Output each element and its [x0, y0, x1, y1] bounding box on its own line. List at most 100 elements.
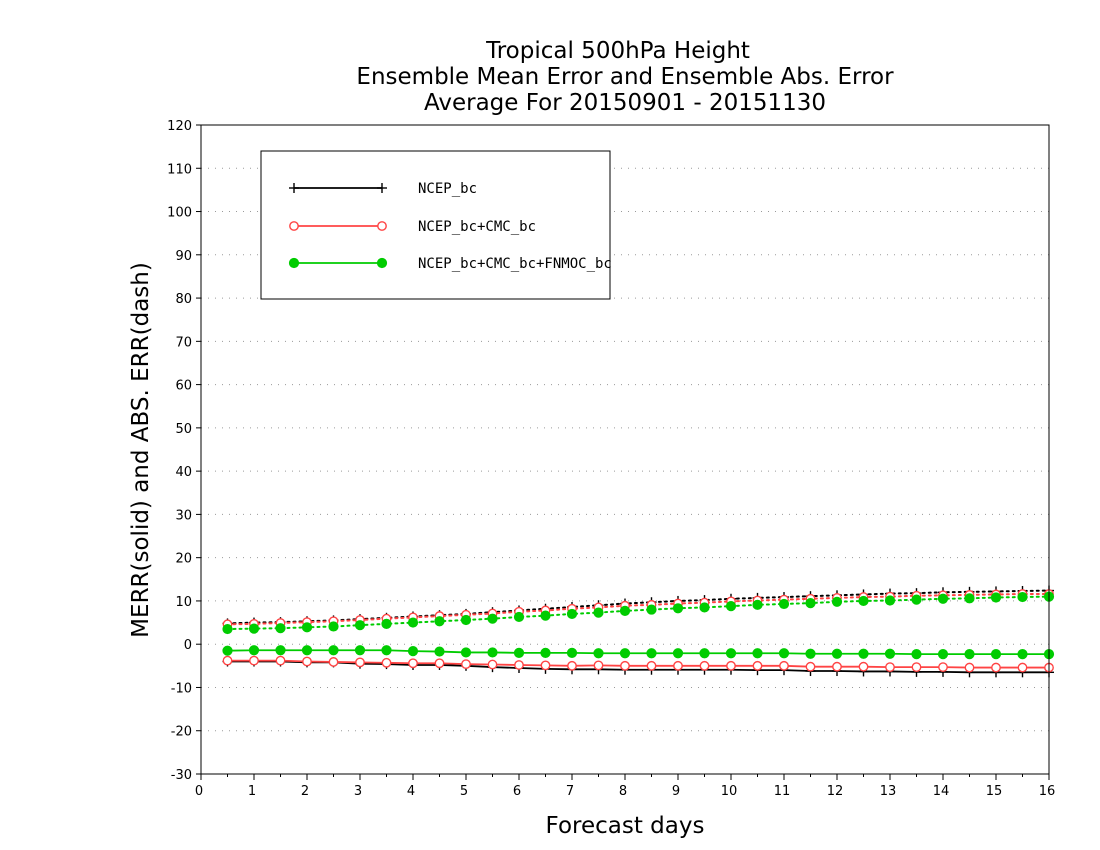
- abs-error-line: [226, 593, 1050, 626]
- legend-label: NCEP_bc+CMC_bc+FNMOC_bc: [418, 256, 612, 272]
- mean-error-point: [593, 660, 604, 671]
- mean-error-point: [328, 657, 339, 667]
- mean-error-point: [381, 657, 392, 668]
- abs-error-point: [646, 604, 657, 615]
- mean-error-point: [381, 645, 392, 656]
- y-tick-label: 80: [175, 292, 192, 307]
- x-tick-label: 0: [195, 784, 203, 799]
- x-axis-label: Forecast days: [546, 813, 705, 839]
- abs-error-point: [937, 593, 949, 604]
- legend-label: NCEP_bc+CMC_bc: [418, 219, 536, 235]
- mean-error-point: [567, 660, 577, 671]
- abs-error-point: [752, 599, 763, 610]
- mean-error-point: [513, 647, 525, 658]
- y-tick-label: 60: [175, 379, 192, 394]
- legend-marker: [377, 221, 387, 231]
- abs-error-point: [301, 622, 313, 633]
- x-tick-label: 10: [721, 784, 738, 799]
- mean-error-point: [434, 658, 445, 669]
- mean-error-point: [752, 648, 763, 659]
- abs-error-point: [831, 596, 843, 607]
- abs-error-point: [911, 594, 922, 605]
- legend-label: NCEP_bc: [418, 181, 477, 197]
- mean-error-point: [1017, 662, 1028, 673]
- mean-error-point: [302, 656, 312, 667]
- mean-error-point: [434, 646, 445, 657]
- mean-error-point: [964, 662, 975, 673]
- mean-error-point: [275, 645, 286, 656]
- abs-error-point: [725, 601, 737, 612]
- mean-error-point: [964, 649, 975, 660]
- legend: NCEP_bc NCEP_bc+CMC_bc NCEP_bc+CMC_bc+FNMO…: [260, 150, 612, 300]
- chart-title-line-3: Average For 20150901 - 20151130: [424, 90, 826, 116]
- mean-error-point: [752, 660, 763, 671]
- y-tick-label: 100: [167, 206, 192, 221]
- abs-error-point: [222, 623, 233, 635]
- y-tick-label: 40: [175, 465, 192, 480]
- chart-title-line-1: Tropical 500hPa Height: [485, 38, 750, 64]
- abs-error-point: [275, 623, 286, 634]
- mean-error-point: [646, 660, 657, 671]
- x-tick-label: 12: [827, 784, 844, 799]
- abs-error-point: [672, 603, 684, 614]
- legend-marker: [377, 183, 387, 193]
- mean-error-point: [858, 648, 869, 659]
- x-tick-label: 5: [460, 784, 468, 799]
- mean-error-point: [222, 655, 233, 666]
- mean-error-point: [991, 662, 1001, 673]
- abs-error-point: [381, 618, 392, 629]
- abs-error-point: [805, 597, 816, 609]
- mean-error-point: [222, 645, 233, 656]
- mean-error-point: [248, 645, 260, 656]
- mean-error-line: [227, 649, 1049, 656]
- x-axis: 0 1 2 3 4 5 6 7 8 9 10 11 12 13 14 15 16: [195, 774, 1055, 799]
- mean-error-point: [301, 645, 313, 656]
- x-tick-label: 14: [933, 784, 950, 799]
- abs-error-point: [990, 592, 1002, 603]
- abs-error-point: [699, 602, 710, 613]
- abs-error-point: [566, 608, 578, 620]
- abs-error-point: [354, 620, 366, 631]
- mean-error-point: [726, 660, 736, 671]
- mean-error-point: [911, 662, 922, 673]
- series-1: [222, 589, 1054, 673]
- mean-error-point: [514, 660, 524, 670]
- y-tick-label: 90: [175, 249, 192, 264]
- y-tick-label: 110: [167, 162, 192, 177]
- y-tick-label: -20: [171, 725, 192, 740]
- y-tick-label: -30: [171, 768, 192, 783]
- mean-error-point: [885, 662, 895, 673]
- y-axis: -30 -20 -10 0 10 20 30 40 50 60 70 80 90 100 110 120: [167, 119, 201, 783]
- x-tick-label: 13: [880, 784, 897, 799]
- abs-error-point: [593, 607, 604, 618]
- mean-error-point: [858, 661, 869, 672]
- mean-error-point: [884, 648, 896, 659]
- legend-marker: [289, 183, 299, 193]
- abs-error-point: [407, 617, 419, 628]
- y-tick-label: -10: [171, 681, 192, 696]
- abs-error-point: [858, 595, 869, 607]
- mean-error-point: [460, 647, 472, 658]
- abs-error-point: [964, 593, 975, 604]
- mean-error-point: [593, 648, 604, 659]
- mean-error-point: [778, 648, 790, 659]
- abs-error-point: [619, 605, 631, 616]
- x-tick-label: 6: [513, 784, 521, 799]
- mean-error-point: [408, 658, 418, 669]
- mean-error-point: [938, 662, 948, 673]
- abs-error-point: [1017, 591, 1028, 603]
- mean-error-point: [937, 649, 949, 660]
- abs-error-point: [434, 616, 445, 627]
- y-tick-label: 120: [167, 119, 192, 134]
- series-2: [222, 591, 1055, 660]
- x-tick-label: 15: [986, 784, 1003, 799]
- series-layer: [222, 585, 1055, 678]
- x-tick-label: 7: [566, 784, 574, 799]
- mean-error-point: [487, 659, 498, 670]
- legend-marker: [376, 257, 388, 269]
- y-axis-label: MERR(solid) and ABS. ERR(dash): [128, 262, 154, 638]
- abs-error-point: [778, 598, 790, 610]
- y-tick-label: 10: [175, 595, 192, 610]
- abs-error-point: [248, 623, 260, 634]
- abs-error-point: [487, 613, 498, 624]
